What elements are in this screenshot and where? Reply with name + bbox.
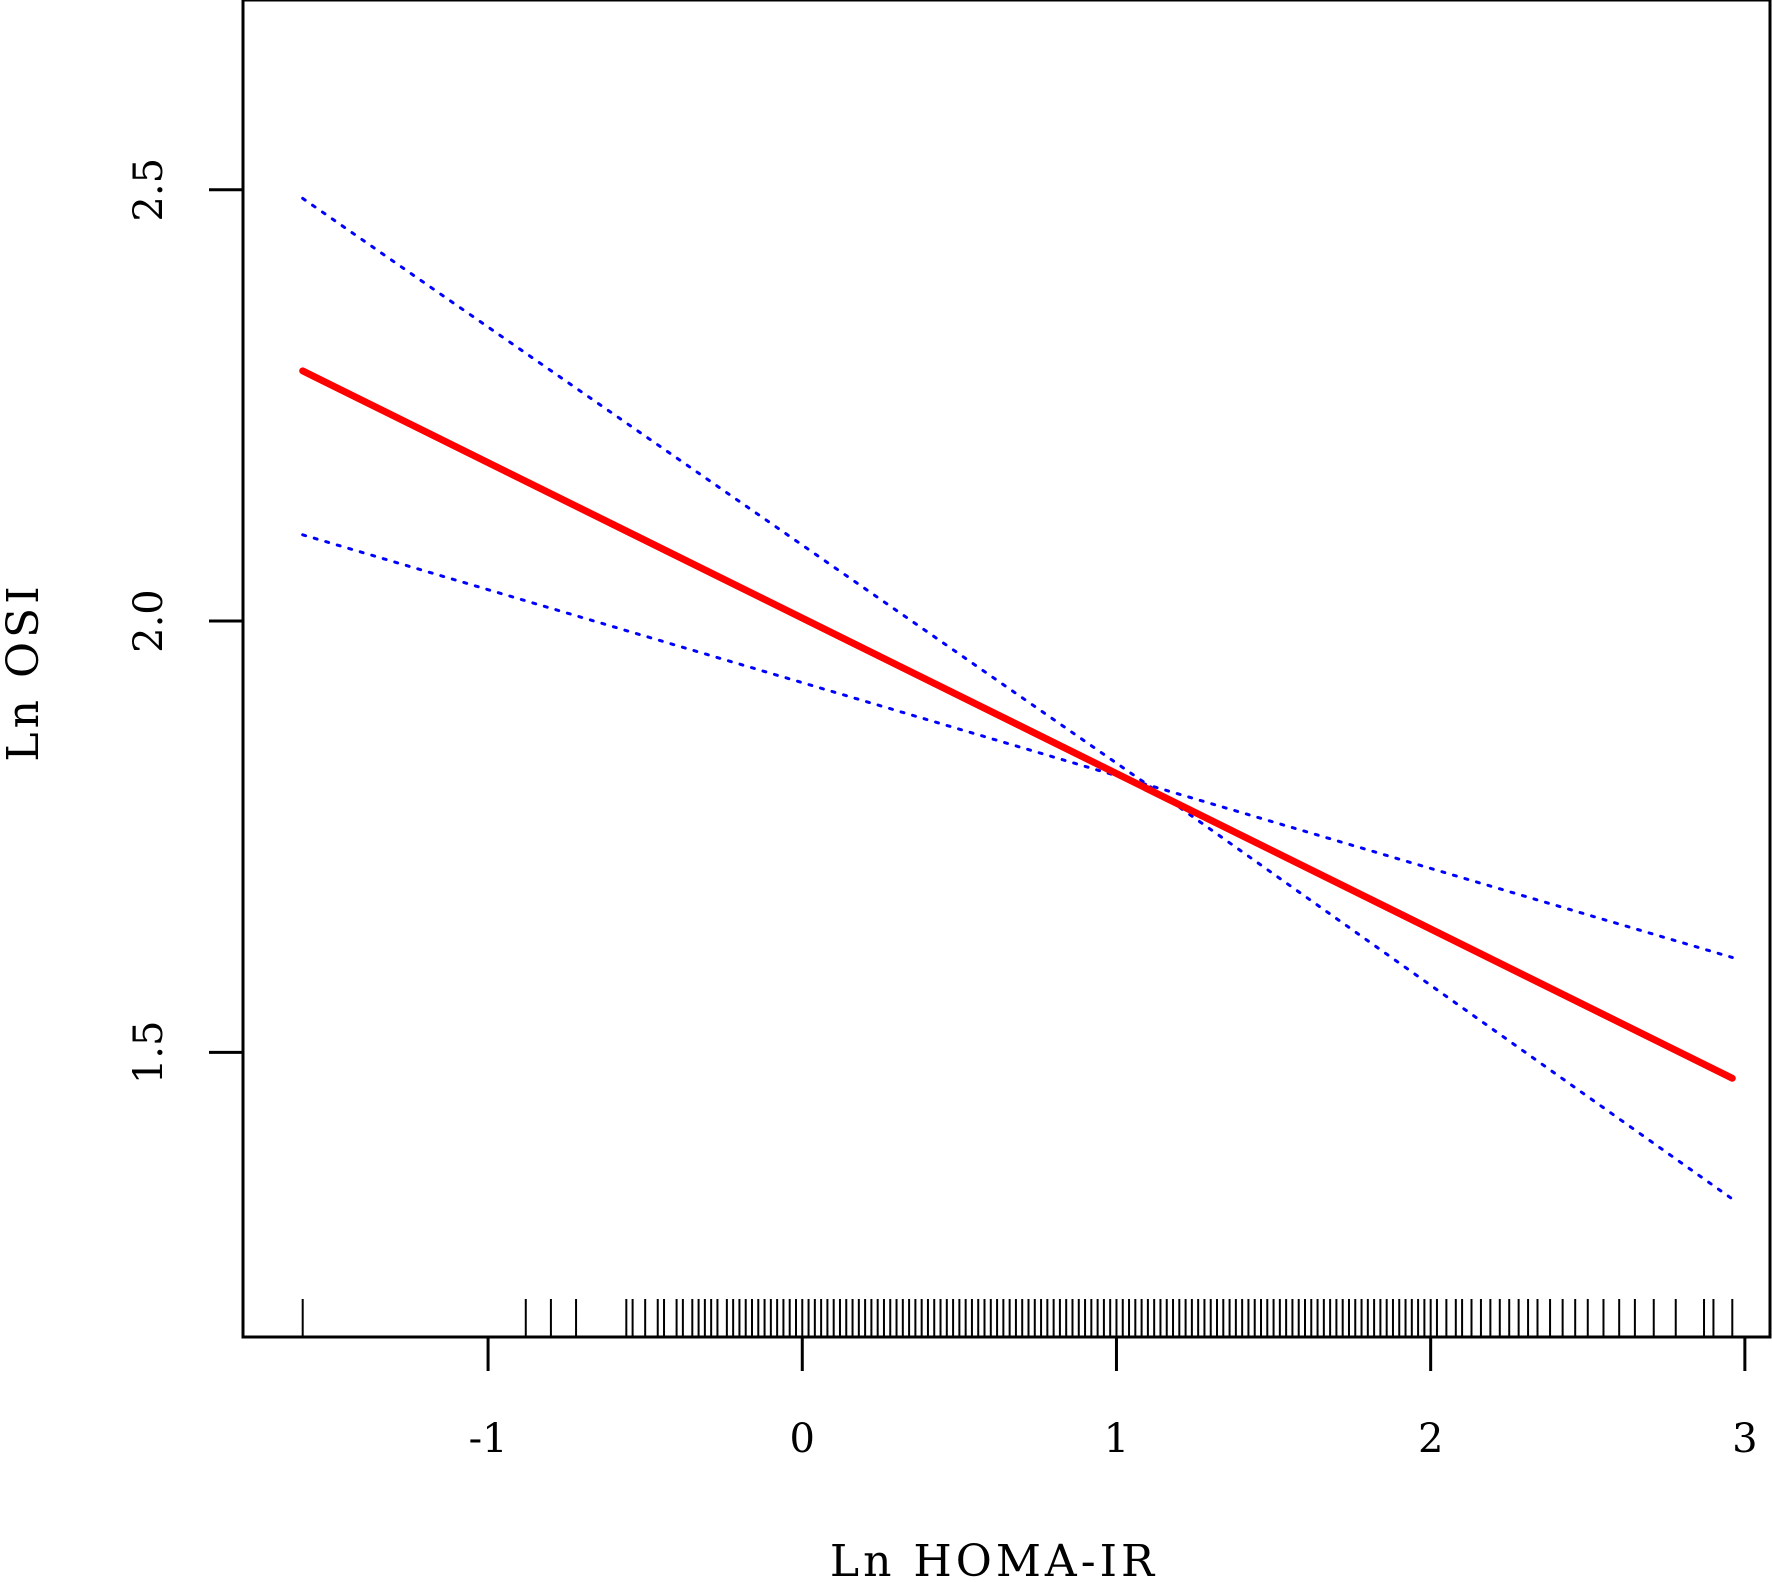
y-axis: 1.5 2.0 2.5 (126, 158, 243, 1084)
y-tick-label: 2.5 (126, 158, 172, 222)
x-tick-label: 1 (1104, 1416, 1129, 1462)
x-tick-label: 3 (1732, 1416, 1757, 1462)
y-tick-label: 2.0 (126, 589, 172, 653)
y-axis-title: Ln OSI (0, 582, 49, 761)
y-tick-label: 1.5 (126, 1021, 172, 1085)
x-axis: -1 0 1 2 3 (469, 1337, 1758, 1462)
x-axis-title: Ln HOMA-IR (830, 1536, 1158, 1582)
plot-frame (241, 0, 1772, 1339)
x-tick-label: 0 (790, 1416, 815, 1462)
lower-ci-line (301, 533, 1734, 959)
rug-ticks (301, 1299, 1734, 1337)
upper-ci-line (301, 196, 1734, 1201)
x-tick-label: -1 (469, 1416, 508, 1462)
confidence-interval-lines (301, 196, 1734, 1201)
fit-line (299, 367, 1736, 1082)
fit-line (299, 367, 1736, 1082)
x-tick-label: 2 (1418, 1416, 1443, 1462)
